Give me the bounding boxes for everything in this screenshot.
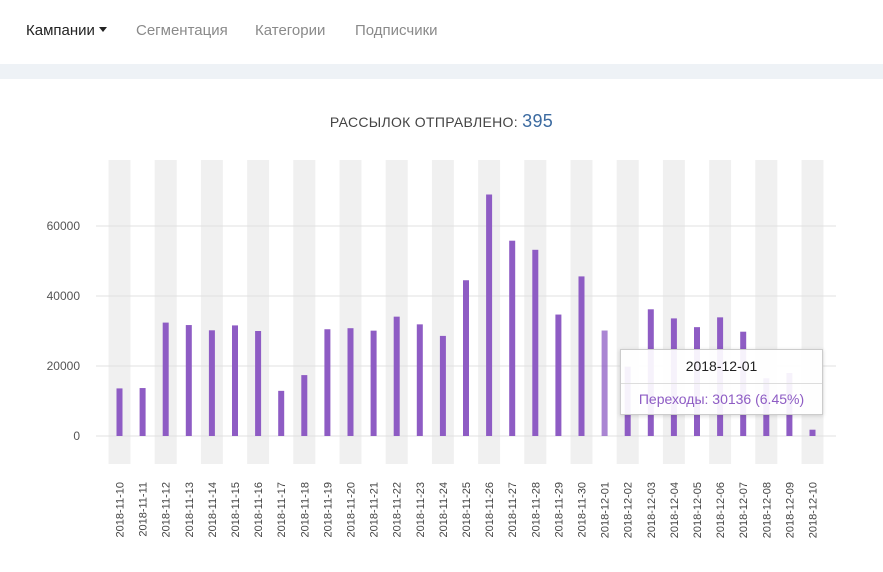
nav-campaigns-label: Кампании: [26, 22, 95, 39]
x-tick-label: 2018-11-25: [461, 482, 473, 537]
x-tick-label: 2018-11-20: [346, 482, 358, 537]
bar[interactable]: [347, 328, 354, 436]
x-tick-label: 2018-11-29: [553, 482, 565, 537]
bar[interactable]: [486, 194, 493, 437]
bar[interactable]: [370, 330, 377, 436]
y-tick-label: 40000: [47, 289, 81, 303]
top-nav: Кампании Сегментация Категории Подписчик…: [0, 0, 883, 64]
x-tick-label: 2018-11-14: [207, 482, 219, 537]
nav-categories[interactable]: Категории: [255, 22, 326, 39]
bar[interactable]: [301, 375, 308, 436]
bar[interactable]: [232, 325, 238, 436]
x-tick-label: 2018-12-03: [646, 482, 658, 538]
bar[interactable]: [162, 322, 169, 436]
y-tick-label: 20000: [47, 359, 81, 373]
column-band: [293, 160, 316, 464]
nav-subscribers[interactable]: Подписчики: [355, 22, 438, 39]
x-tick-label: 2018-11-13: [184, 482, 196, 537]
column-band: [801, 160, 824, 464]
bar[interactable]: [393, 316, 400, 436]
tooltip-date: 2018-12-01: [621, 350, 822, 384]
bar[interactable]: [185, 325, 192, 436]
bar[interactable]: [139, 388, 146, 436]
x-tick-label: 2018-12-09: [784, 482, 796, 538]
column-band: [247, 160, 270, 464]
x-tick-label: 2018-11-24: [438, 482, 450, 537]
x-tick-label: 2018-11-28: [530, 482, 542, 537]
sent-label: РАССЫЛОК ОТПРАВЛЕНО:: [329, 114, 518, 130]
column-band: [154, 160, 177, 464]
x-tick-label: 2018-11-19: [322, 482, 334, 537]
x-tick-label: 2018-12-10: [808, 482, 820, 538]
x-axis: 2018-11-10 2018-11-11 2018-11-12 2018-11-13…: [115, 482, 820, 538]
x-tick-label: 2018-11-21: [369, 482, 381, 537]
column-band: [108, 160, 131, 464]
bar[interactable]: [578, 276, 585, 436]
y-axis: 0 20000 40000 60000: [47, 219, 81, 443]
bar[interactable]: [555, 314, 562, 436]
chart-tooltip: 2018-12-01 Переходы: 30136 (6.45%): [620, 349, 823, 415]
y-tick-label: 60000: [47, 219, 81, 233]
x-tick-label: 2018-11-15: [230, 482, 242, 537]
chart-title: РАССЫЛОК ОТПРАВЛЕНО: 395: [0, 111, 883, 132]
column-band: [200, 160, 223, 464]
column-band: [431, 160, 454, 464]
x-tick-label: 2018-12-04: [669, 482, 681, 538]
x-tick-label: 2018-11-16: [253, 482, 265, 537]
x-tick-label: 2018-11-12: [161, 482, 173, 537]
x-tick-label: 2018-11-11: [138, 482, 150, 537]
x-tick-label: 2018-11-26: [484, 482, 496, 537]
bar[interactable]: [463, 280, 469, 436]
bar[interactable]: [116, 388, 123, 436]
sent-count: 395: [522, 111, 554, 131]
caret-down-icon: [98, 27, 107, 32]
nav-campaigns-dropdown[interactable]: Кампании: [26, 22, 107, 39]
section-divider: [0, 64, 883, 79]
bar[interactable]: [809, 429, 816, 436]
x-tick-label: 2018-11-10: [115, 482, 127, 537]
bar[interactable]: [439, 335, 446, 436]
x-tick-label: 2018-12-01: [600, 482, 612, 538]
column-band: [339, 160, 362, 464]
bar[interactable]: [601, 330, 608, 436]
y-tick-label: 0: [73, 429, 80, 443]
bar[interactable]: [278, 390, 285, 436]
x-tick-label: 2018-11-18: [299, 482, 311, 537]
bar[interactable]: [255, 331, 262, 436]
x-tick-label: 2018-11-27: [507, 482, 519, 537]
x-tick-label: 2018-11-23: [415, 482, 427, 537]
nav-segmentation[interactable]: Сегментация: [136, 22, 228, 39]
bar[interactable]: [416, 324, 423, 436]
x-tick-label: 2018-11-30: [577, 482, 589, 537]
bar[interactable]: [208, 330, 215, 436]
x-tick-label: 2018-12-05: [692, 482, 704, 538]
x-tick-label: 2018-11-17: [276, 482, 288, 537]
bar[interactable]: [509, 240, 516, 436]
x-tick-label: 2018-12-08: [761, 482, 773, 538]
column-band: [385, 160, 408, 464]
bar[interactable]: [324, 329, 331, 436]
x-tick-label: 2018-12-07: [738, 482, 750, 538]
x-tick-label: 2018-11-22: [392, 482, 404, 537]
tooltip-value: Переходы: 30136 (6.45%): [638, 391, 805, 407]
x-tick-label: 2018-12-06: [715, 482, 727, 538]
x-tick-label: 2018-12-02: [623, 482, 635, 538]
bar[interactable]: [532, 249, 539, 436]
